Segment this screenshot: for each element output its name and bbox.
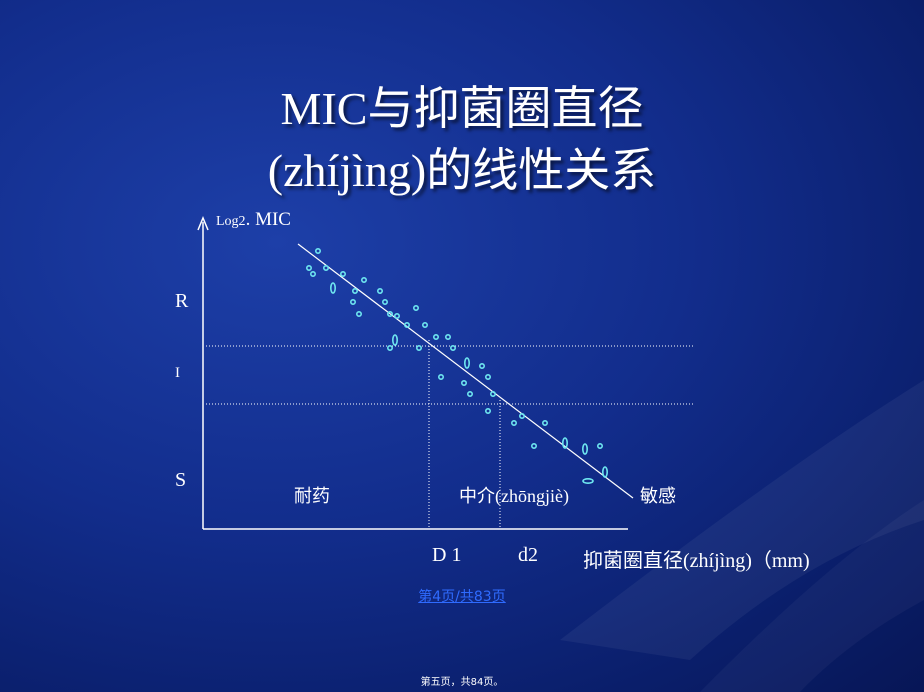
x-axis-label: 抑菌圈直径(zhíjìng)（mm) [583, 550, 810, 572]
level-label-i: I [175, 365, 180, 381]
scatter-point [386, 310, 393, 317]
scatter-point [376, 287, 383, 294]
y-axis-arrow-icon [197, 216, 209, 231]
scatter-point [449, 344, 456, 351]
scatter-point [582, 477, 594, 484]
scatter-point [541, 419, 548, 426]
y-axis-label-prefix: Log2 [216, 214, 246, 229]
scatter-point [339, 270, 346, 277]
scatter-point [478, 362, 485, 369]
y-axis-label: Log2. MIC [216, 209, 291, 231]
scatter-point [391, 334, 398, 346]
scatter-point [484, 407, 491, 414]
scatter-point [581, 443, 588, 455]
scatter-points [305, 248, 608, 484]
scatter-point [421, 321, 428, 328]
scatter-point [314, 248, 321, 255]
scatter-point [386, 344, 393, 351]
scatter-point [349, 298, 356, 305]
scatter-point [360, 276, 367, 283]
scatter-point [484, 373, 491, 380]
scatter-point [415, 344, 422, 351]
scatter-point [393, 312, 400, 319]
breakpoint-label-d2: d2 [518, 544, 538, 566]
scatter-point [561, 437, 568, 449]
scatter-point [351, 287, 358, 294]
scatter-point [489, 390, 496, 397]
scatter-point [412, 304, 419, 311]
scatter-point [322, 264, 329, 271]
scatter-point [460, 379, 467, 386]
scatter-point [403, 321, 410, 328]
scatter-point [463, 357, 470, 369]
scatter-point [518, 412, 525, 419]
y-axis-label-main: . MIC [245, 209, 291, 230]
scatter-point [432, 333, 439, 340]
background-swoosh-2 [700, 500, 924, 692]
zone-label-sensitive: 敏感 [640, 486, 676, 506]
zone-label-resistant: 耐药 [294, 486, 330, 506]
scatter-point [305, 264, 312, 271]
scatter-point [444, 333, 451, 340]
page-note: 第五页，共84页。 [420, 677, 504, 688]
level-label-s: S [175, 469, 187, 491]
title-line-1: MIC与抑菌圈直径 [280, 83, 644, 134]
scatter-point [437, 373, 444, 380]
background-swoosh [560, 380, 924, 660]
level-label-r: R [175, 290, 189, 312]
scatter-point [601, 466, 608, 478]
scatter-point [510, 419, 517, 426]
scatter-point [355, 310, 362, 317]
scatter-point [530, 442, 537, 449]
title-line-2: (zhíjìng)的线性关系 [267, 145, 657, 196]
slide-title: MIC与抑菌圈直径 (zhíjìng)的线性关系 [0, 78, 924, 202]
scatter-point [309, 270, 316, 277]
regression-line [297, 243, 634, 499]
zone-label-intermediate: 中介(zhōngjiè) [459, 486, 569, 506]
page-link[interactable]: 第4页/共83页 [418, 589, 506, 605]
breakpoint-label-d1: D 1 [432, 544, 462, 566]
scatter-point [329, 282, 336, 294]
scatter-point [466, 390, 473, 397]
scatter-point [381, 298, 388, 305]
scatter-point [596, 442, 603, 449]
